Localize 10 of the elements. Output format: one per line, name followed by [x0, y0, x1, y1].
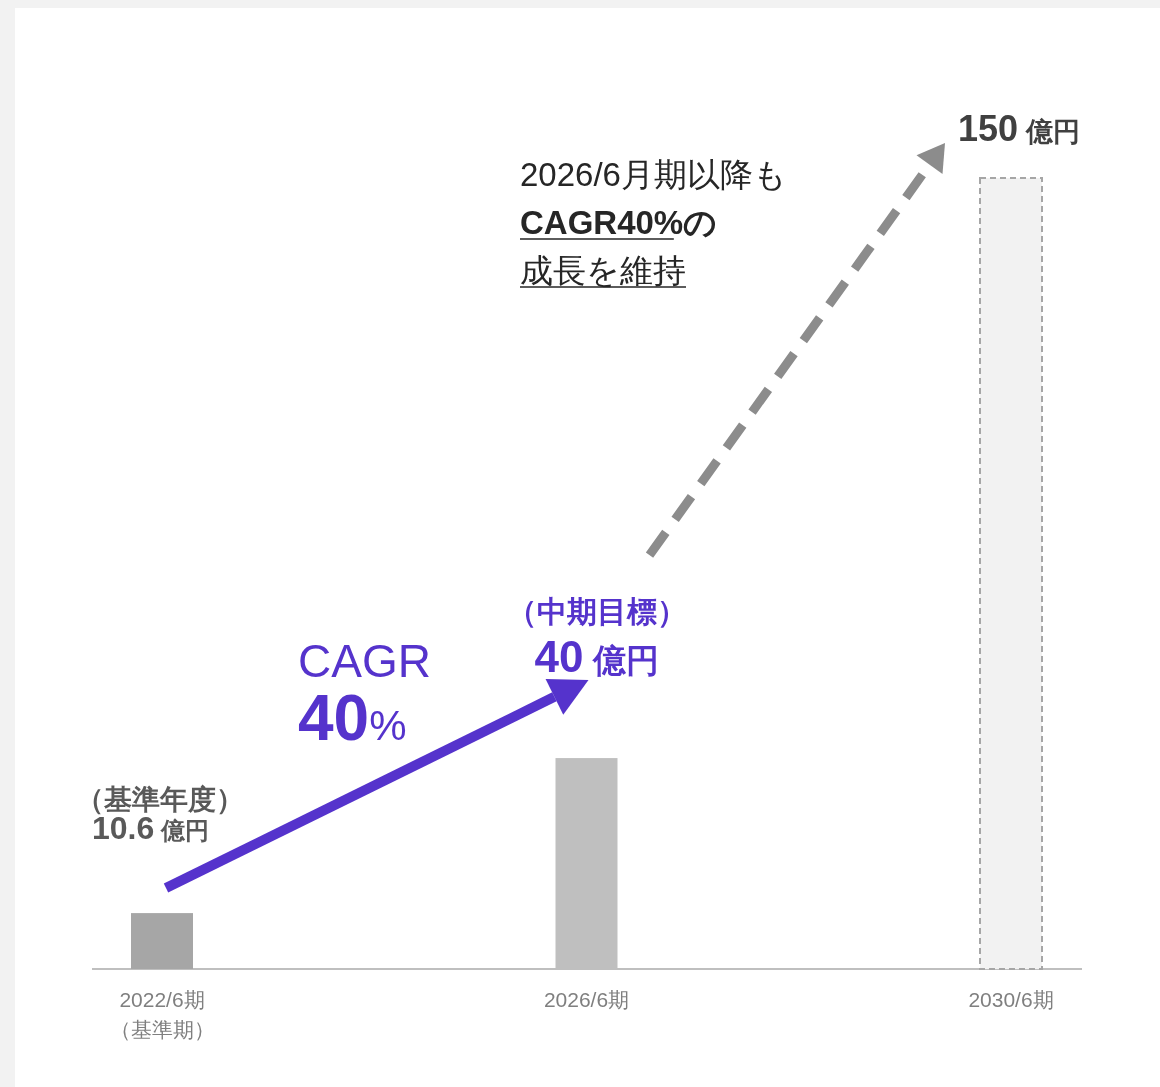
annotation: （中期目標） — [507, 595, 687, 628]
x-tick-label: 2022/6期 — [119, 988, 205, 1011]
x-tick-label: 2030/6期 — [968, 988, 1054, 1011]
data-label: 40 億円 — [534, 632, 659, 682]
annotation: 成長を維持 — [520, 252, 686, 289]
annotation: 2026/6月期以降も — [520, 156, 787, 193]
x-tick-label: 2026/6期 — [543, 988, 630, 1011]
text: （基準期） — [109, 1018, 215, 1041]
annotation: CAGR40%の — [520, 204, 718, 241]
data-label: 150 億円 — [958, 108, 1080, 149]
